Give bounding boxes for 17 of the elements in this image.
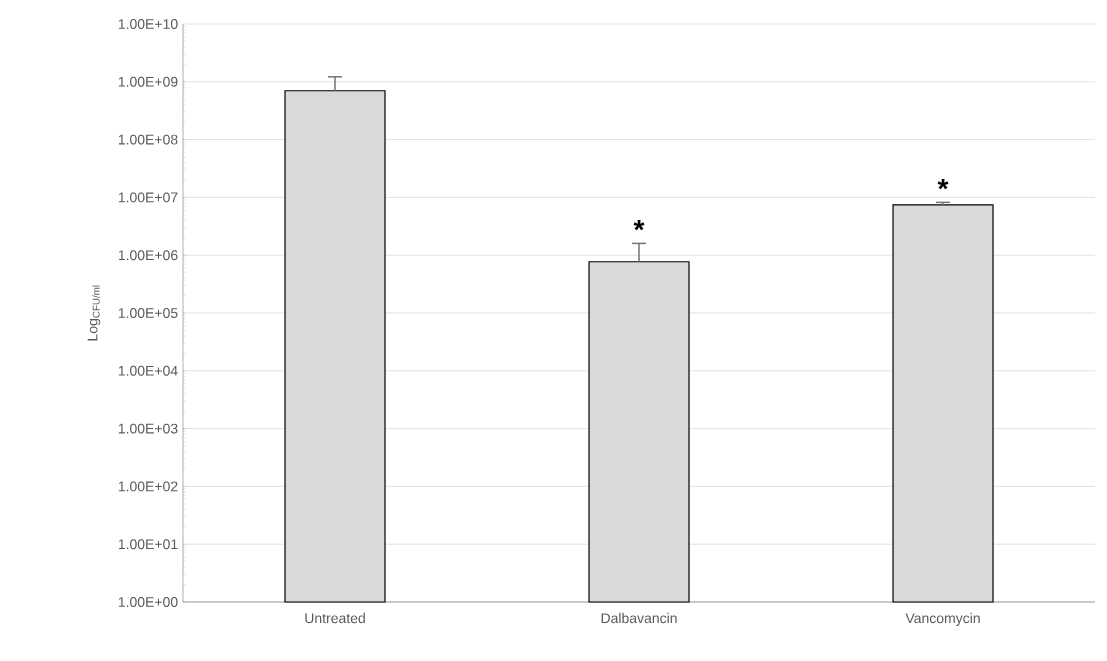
y-tick-label: 1.00E+09 [118,76,178,87]
y-tick-label: 1.00E+03 [118,423,178,434]
y-tick-label: 1.00E+02 [118,481,178,492]
annotation: * [633,219,645,231]
x-tick-label: Vancomycin [905,612,980,626]
y-tick-label: 1.00E+04 [118,365,178,376]
y-tick-label: 1.00E+05 [118,308,178,318]
y-tick-label: 1.00E+06 [118,250,178,261]
x-tick-label: Untreated [305,612,365,624]
x-tick-label: Dalbavancin [601,612,677,624]
y-axis-title: Log$_{CFU/ml}$ [87,285,101,341]
y-tick-label: 1.00E+01 [118,539,178,550]
y-tick-label: 1.00E+07 [118,192,178,203]
y-tick-label: 1.00E+00 [118,597,178,607]
annotation: * [937,178,949,190]
y-tick-label: 1.00E+10 [118,19,178,29]
y-tick-label: 1.00E+08 [118,134,178,145]
